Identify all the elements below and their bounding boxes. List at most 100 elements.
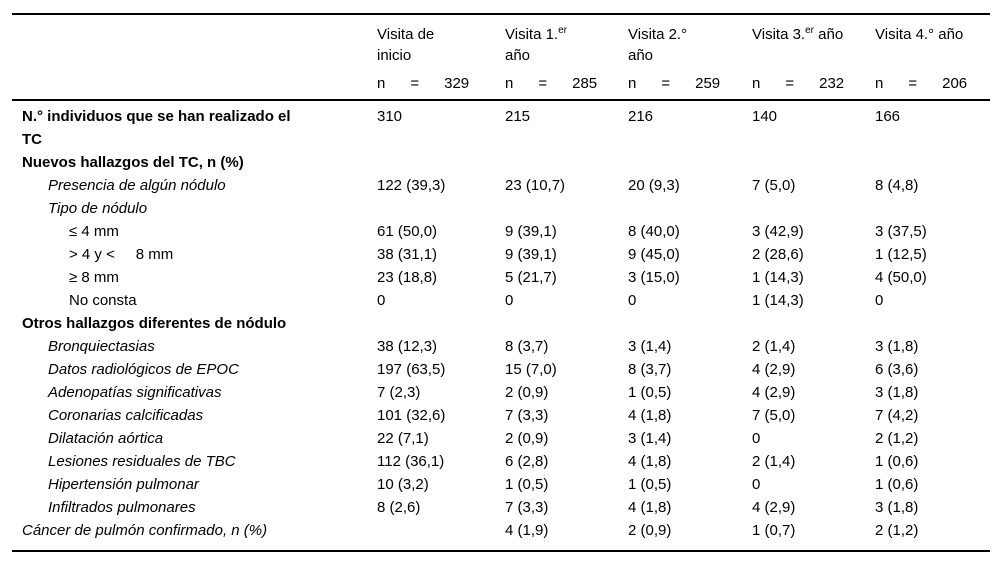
- cell-value: 1 (0,7): [752, 522, 796, 539]
- cell-value: 2 (1,4): [752, 453, 796, 470]
- cell-value: 3 (1,8): [875, 384, 919, 401]
- cell-value: 0: [875, 292, 884, 309]
- row-label-line: Infiltrados pulmonares: [48, 499, 196, 516]
- column-title-line: año: [628, 47, 654, 64]
- row-label-line: Nuevos hallazgos del TC, n (%): [22, 154, 244, 171]
- row-label: Lesiones residuales de TBC: [22, 450, 377, 473]
- row-label: Infiltrados pulmonares: [22, 496, 377, 519]
- cell-value: 7 (4,2): [875, 407, 919, 424]
- column-header: Visita 3.er año n = 232: [752, 15, 875, 99]
- cell-value: 166: [875, 108, 901, 125]
- cell-value: 38 (12,3): [377, 338, 438, 355]
- cell-value: 1 (0,5): [505, 476, 549, 493]
- row-label-line: Datos radiológicos de EPOC: [48, 361, 239, 378]
- table-body: N.° individuos que se han realizado el TC…: [12, 101, 990, 550]
- cell-value: 9 (45,0): [628, 246, 680, 263]
- row-label: ≥ 8 mm: [22, 266, 377, 289]
- row-label-line: ≤ 4 mm: [69, 223, 119, 240]
- cell-value: 3 (1,8): [875, 338, 919, 355]
- column-header: Visita 1.er año n = 285: [505, 15, 628, 99]
- column-n-count: n = 285: [505, 75, 598, 92]
- column-n-count: n = 206: [875, 75, 968, 92]
- row-label: Nuevos hallazgos del TC, n (%): [22, 151, 377, 174]
- clinical-findings-table: Visita de inicio n = 329 Visita 1.er año n = …: [12, 13, 990, 552]
- cell-value: 3 (1,4): [628, 338, 672, 355]
- column-n-count: n = 259: [628, 75, 721, 92]
- cell-value: 310: [377, 108, 403, 125]
- cell-value: 140: [752, 108, 778, 125]
- column-header: Visita 2.° año n = 259: [628, 15, 752, 99]
- cell-value: 23 (18,8): [377, 269, 438, 286]
- row-label-line: Dilatación aórtica: [48, 430, 164, 447]
- row-label: Hipertensión pulmonar: [22, 473, 377, 496]
- table-row: ≥ 8 mm 23 (18,8) 5 (21,7) 3 (15,0) 1 (14,3) 4…: [12, 266, 990, 289]
- cell-value: 197 (63,5): [377, 361, 446, 378]
- cell-value: 2 (28,6): [752, 246, 804, 263]
- cell-value: 23 (10,7): [505, 177, 566, 194]
- row-label-line: No consta: [69, 292, 137, 309]
- cell-value: 7 (3,3): [505, 499, 549, 516]
- table-row: Hipertensión pulmonar 10 (3,2) 1 (0,5) 1 (0…: [12, 473, 990, 496]
- row-label: Datos radiológicos de EPOC: [22, 358, 377, 381]
- row-label-line: Lesiones residuales de TBC: [48, 453, 236, 470]
- column-title-line: Visita 4.° año: [875, 24, 980, 45]
- cell-value: 9 (39,1): [505, 223, 557, 240]
- cell-value: 2 (0,9): [505, 384, 549, 401]
- column-title: Visita 1.er año: [505, 24, 618, 66]
- row-label-line: Presencia de algún nódulo: [48, 177, 226, 194]
- ordinal-superscript: er: [558, 25, 567, 36]
- row-label-line: TC: [22, 131, 42, 148]
- column-title-text: Visita 4.° año: [875, 26, 964, 43]
- row-label: N.° individuos que se han realizado el TC: [22, 105, 377, 151]
- cell-value: 22 (7,1): [377, 430, 429, 447]
- cell-value: 9 (39,1): [505, 246, 557, 263]
- table-row: Nuevos hallazgos del TC, n (%): [12, 151, 990, 174]
- row-label-line: Bronquiectasias: [48, 338, 155, 355]
- table-row: Lesiones residuales de TBC 112 (36,1) 6 (2…: [12, 450, 990, 473]
- cell-value: 8 (3,7): [628, 361, 672, 378]
- table-row: Datos radiológicos de EPOC 197 (63,5) 15 (…: [12, 358, 990, 381]
- cell-value: 61 (50,0): [377, 223, 438, 240]
- column-title: Visita 4.° año: [875, 24, 980, 45]
- cell-value: 0: [628, 292, 637, 309]
- cell-value: 1 (14,3): [752, 292, 804, 309]
- cell-value: 2 (1,2): [875, 430, 919, 447]
- cell-value: 1 (0,6): [875, 476, 919, 493]
- row-label: Presencia de algún nódulo: [22, 174, 377, 197]
- column-n-count: n = 232: [752, 75, 845, 92]
- cell-value: 4 (1,8): [628, 499, 672, 516]
- column-title-text: Visita 3.: [752, 26, 806, 43]
- row-label-line: N.° individuos que se han realizado el: [22, 108, 291, 125]
- column-title-text: Visita de: [377, 26, 435, 43]
- column-title-line: Visita de: [377, 24, 495, 45]
- cell-value: 5 (21,7): [505, 269, 557, 286]
- cell-value: 15 (7,0): [505, 361, 557, 378]
- cell-value: 1 (0,6): [875, 453, 919, 470]
- column-title: Visita de inicio: [377, 24, 495, 66]
- cell-value: 112 (36,1): [377, 453, 445, 470]
- table-row: Infiltrados pulmonares 8 (2,6) 7 (3,3) 4 (1…: [12, 496, 990, 519]
- column-title-line: Visita 3.er año: [752, 24, 865, 45]
- cell-value: 6 (2,8): [505, 453, 549, 470]
- cell-value: 0: [505, 292, 514, 309]
- table-row: ≤ 4 mm 61 (50,0) 9 (39,1) 8 (40,0) 3 (42,9) 3…: [12, 220, 990, 243]
- table-row: > 4 y < 8 mm 38 (31,1) 9 (39,1) 9 (45,0) 2 (…: [12, 243, 990, 266]
- column-header: Visita de inicio n = 329: [377, 15, 505, 99]
- row-label-line: Otros hallazgos diferentes de nódulo: [22, 315, 287, 332]
- row-label-line: Tipo de nódulo: [48, 200, 148, 217]
- table-row: Presencia de algún nódulo 122 (39,3) 23 (1…: [12, 174, 990, 197]
- table-row: Otros hallazgos diferentes de nódulo: [12, 312, 990, 335]
- row-label-line: > 4 y < 8 mm: [69, 246, 174, 263]
- table-row: Tipo de nódulo: [12, 197, 990, 220]
- cell-value: 20 (9,3): [628, 177, 680, 194]
- cell-value: 0: [752, 430, 761, 447]
- row-label-line: Adenopatías significativas: [48, 384, 222, 401]
- cell-value: 0: [377, 292, 386, 309]
- header-empty-cell: [22, 15, 377, 99]
- column-title-line: año: [505, 47, 531, 64]
- cell-value: 0: [752, 476, 761, 493]
- cell-value: 4 (1,8): [628, 407, 672, 424]
- table-row: Coronarias calcificadas 101 (32,6) 7 (3,3)…: [12, 404, 990, 427]
- cell-value: 6 (3,6): [875, 361, 919, 378]
- row-label: No consta: [22, 289, 377, 312]
